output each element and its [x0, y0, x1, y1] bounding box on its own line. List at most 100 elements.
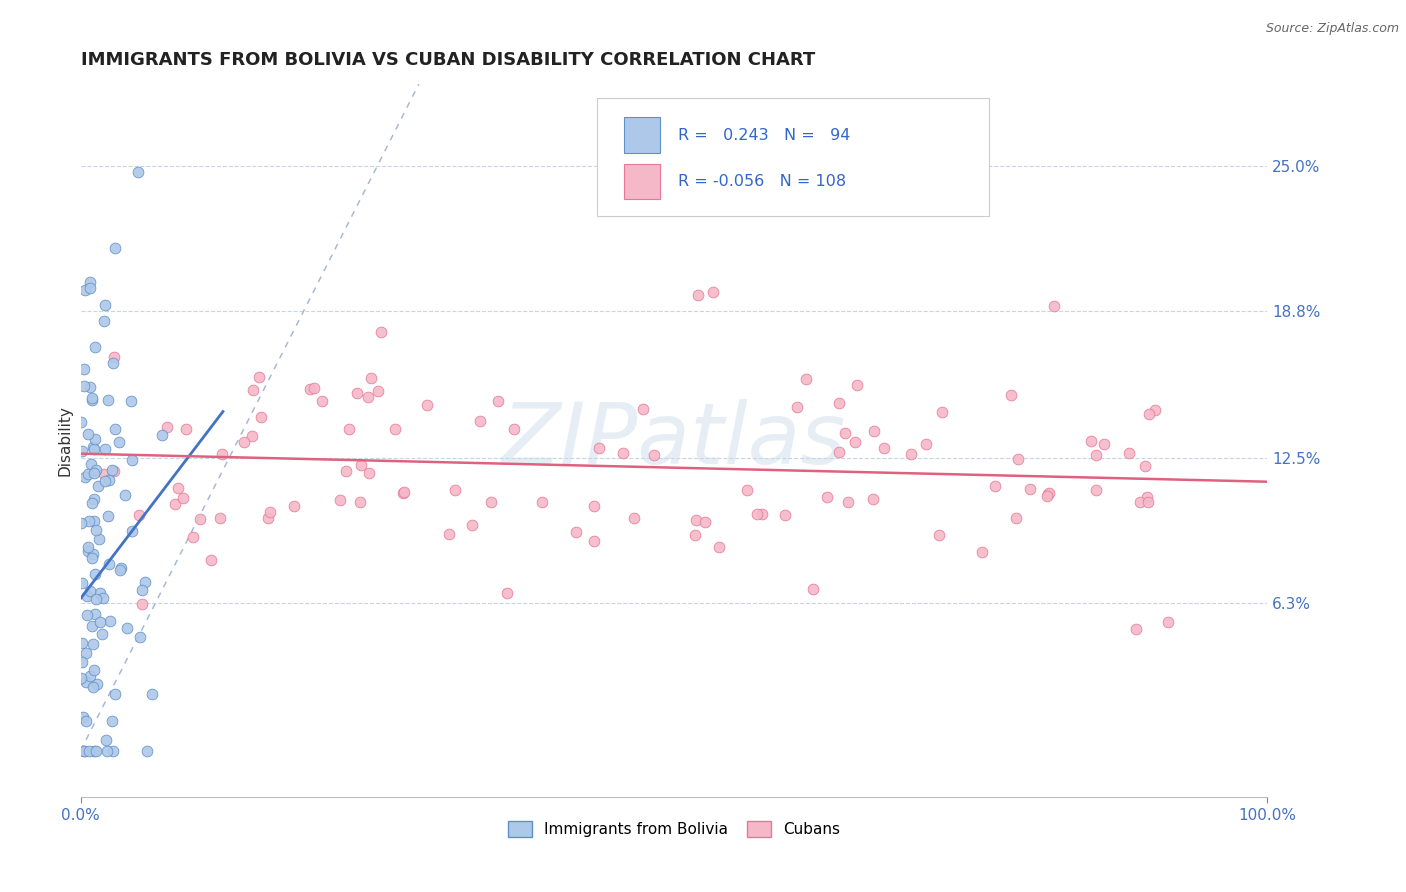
Point [801, 582, 824, 596]
Point [444, 483, 467, 498]
Point [1136, 490, 1159, 504]
Point [1005, 510, 1028, 524]
FancyBboxPatch shape [596, 98, 988, 216]
Point [311, 393, 333, 408]
Point [337, 422, 360, 436]
Point [1084, 483, 1107, 497]
Point [394, 485, 416, 500]
Point [131, 597, 153, 611]
Point [98, 614, 121, 628]
Point [686, 287, 709, 301]
Point [79, 281, 101, 295]
Legend: Immigrants from Bolivia, Cubans: Immigrants from Bolivia, Cubans [502, 814, 846, 843]
Point [75, 675, 97, 690]
Point [83, 466, 105, 480]
Point [565, 524, 588, 539]
Point [86, 676, 108, 690]
Point [1125, 622, 1147, 636]
Point [98, 473, 121, 487]
Point [103, 241, 125, 255]
Point [127, 164, 149, 178]
Point [359, 466, 381, 480]
Point [82, 392, 104, 407]
Point [77, 467, 100, 481]
Point [136, 744, 159, 758]
Point [873, 441, 896, 455]
Point [93, 442, 115, 457]
Point [110, 561, 132, 575]
Point [94, 298, 117, 312]
Point [751, 508, 773, 522]
Text: R =   0.243   N =   94: R = 0.243 N = 94 [678, 128, 849, 143]
Point [70, 655, 93, 669]
Point [302, 381, 325, 395]
Text: ZIPatlas: ZIPatlas [502, 400, 846, 483]
Point [73, 379, 96, 393]
Point [349, 494, 371, 508]
Point [76, 589, 98, 603]
Point [75, 714, 97, 728]
Point [582, 534, 605, 549]
Point [134, 575, 156, 590]
Point [1157, 615, 1180, 629]
Point [1094, 437, 1116, 451]
Point [72, 710, 94, 724]
Point [633, 401, 655, 416]
Point [70, 671, 93, 685]
Point [247, 370, 270, 384]
Point [96, 744, 118, 758]
Point [82, 496, 104, 510]
Point [900, 447, 922, 461]
Point [828, 445, 851, 459]
Point [834, 426, 856, 441]
Point [1080, 434, 1102, 448]
Point [129, 630, 152, 644]
Point [98, 557, 121, 571]
Point [101, 356, 124, 370]
Point [114, 487, 136, 501]
Point [70, 443, 93, 458]
Point [79, 669, 101, 683]
Point [931, 405, 953, 419]
Point [97, 508, 120, 523]
Point [360, 371, 382, 385]
Point [972, 544, 994, 558]
Point [82, 637, 104, 651]
Point [479, 495, 502, 509]
Point [82, 547, 104, 561]
Point [80, 457, 103, 471]
Point [79, 276, 101, 290]
Point [862, 491, 884, 506]
Point [82, 680, 104, 694]
Point [1038, 486, 1060, 500]
Point [163, 497, 186, 511]
Point [108, 563, 131, 577]
Point [150, 428, 173, 442]
Y-axis label: Disability: Disability [58, 405, 72, 476]
Point [685, 513, 707, 527]
Point [75, 647, 97, 661]
Point [827, 396, 849, 410]
Point [86, 463, 108, 477]
Point [370, 325, 392, 339]
Point [128, 508, 150, 522]
Point [796, 371, 818, 385]
Point [104, 687, 127, 701]
FancyBboxPatch shape [624, 117, 659, 153]
Point [208, 511, 231, 525]
Point [242, 383, 264, 397]
Point [582, 499, 605, 513]
Point [104, 422, 127, 436]
Point [1019, 482, 1042, 496]
Point [503, 421, 526, 435]
Point [350, 458, 373, 472]
Point [93, 467, 115, 482]
Point [1133, 459, 1156, 474]
Point [211, 447, 233, 461]
Point [115, 621, 138, 635]
Point [84, 744, 107, 758]
Point [683, 528, 706, 542]
Point [77, 744, 100, 758]
Point [83, 663, 105, 677]
Point [786, 401, 808, 415]
